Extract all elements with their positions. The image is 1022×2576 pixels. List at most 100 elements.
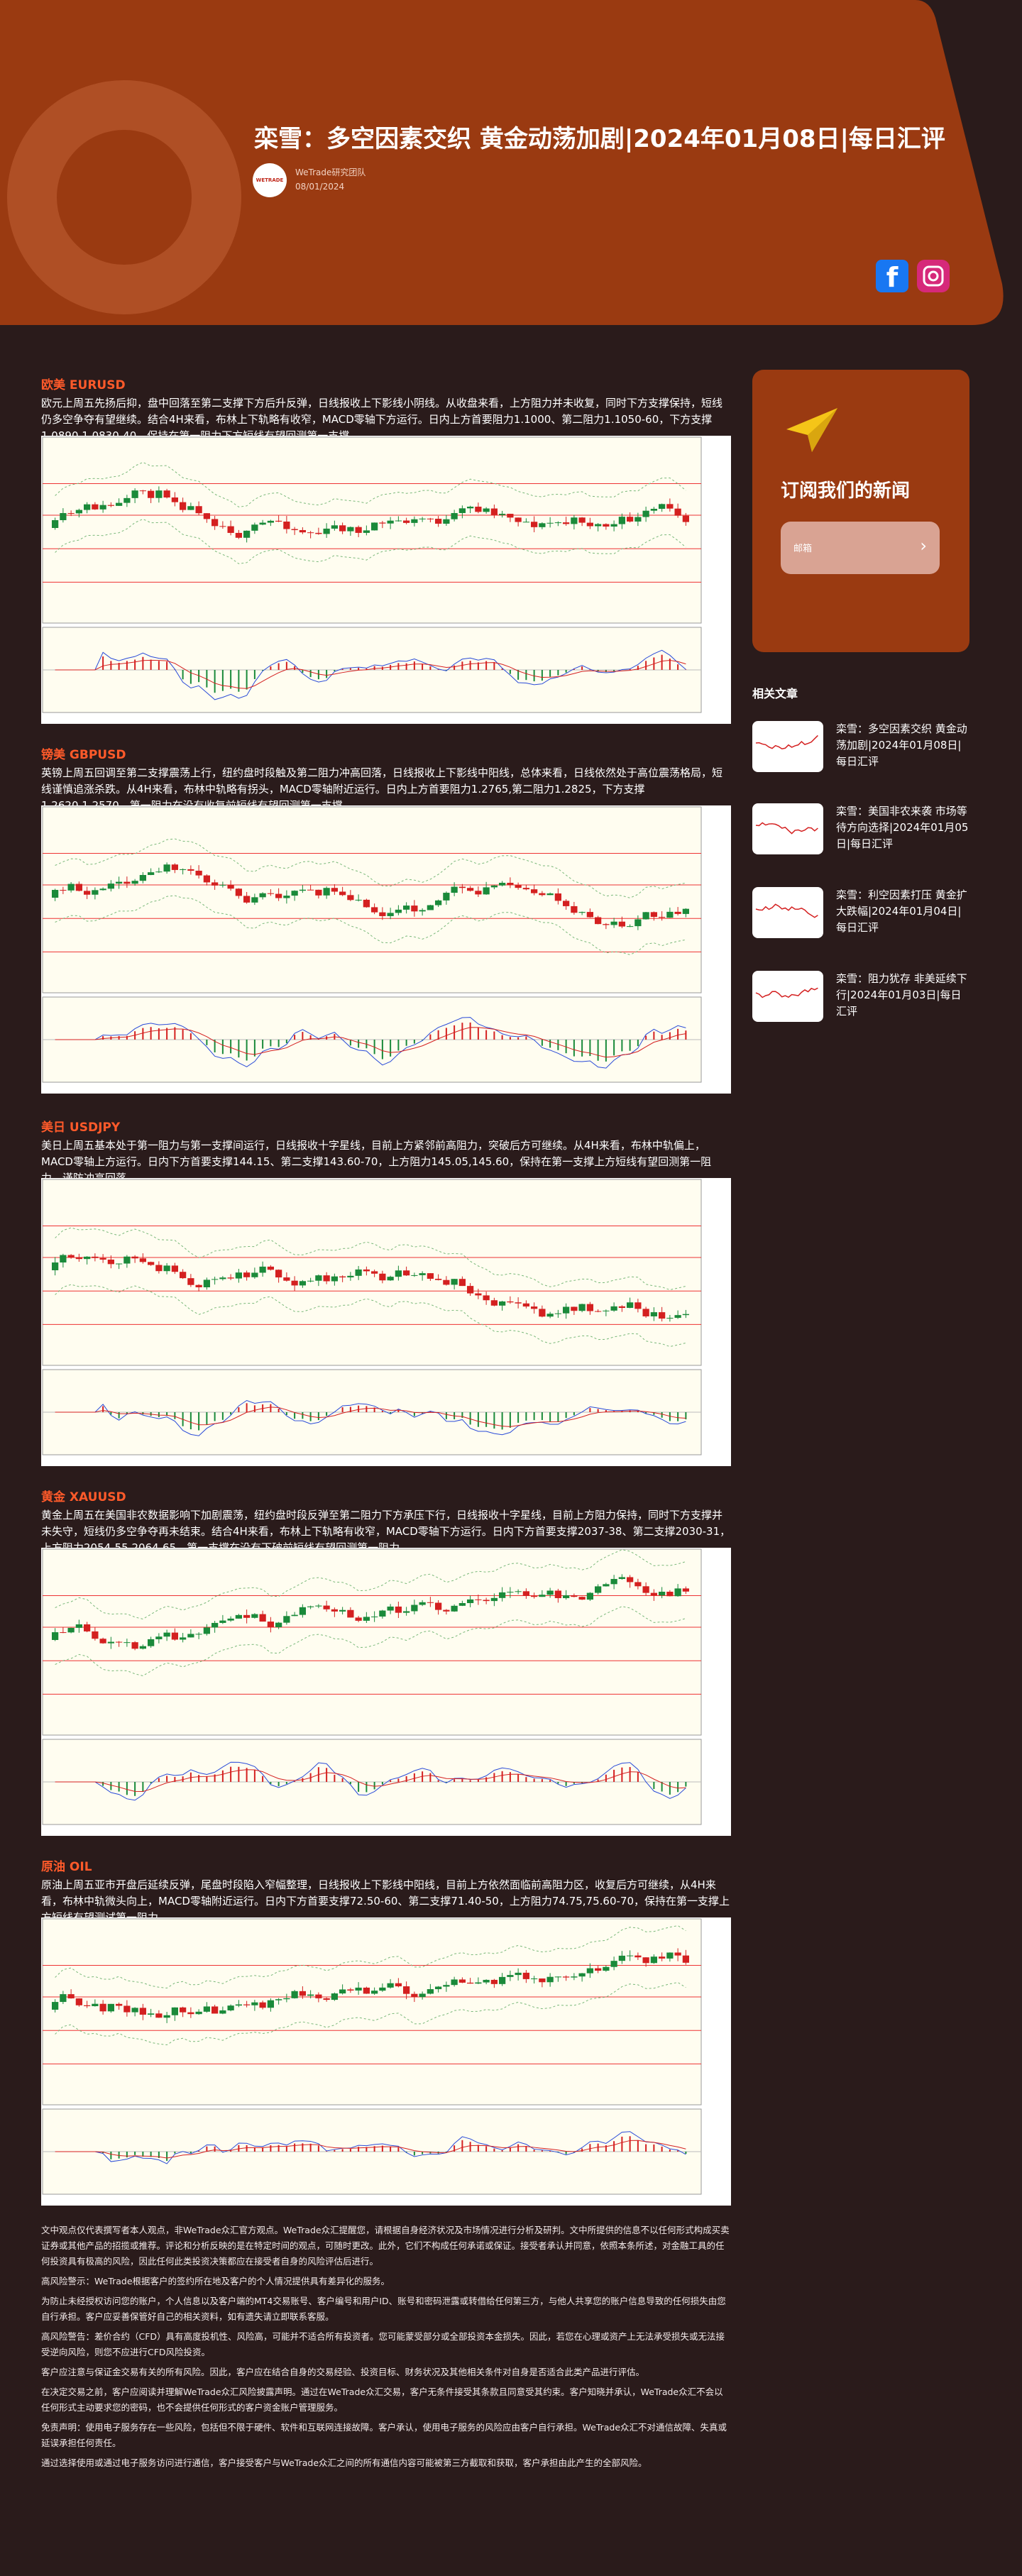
candle-body [148,872,155,875]
related-item[interactable]: 栾雪：美国非农来袭 市场等待方向选择|2024年01月05日|每日汇评 [752,803,979,857]
candle-body [259,522,266,525]
candle-body [395,909,402,913]
analysis-section: 黄金 XAUUSD 黄金上周五在美国非农数据影响下加剧震荡，纽约盘时段反弹至第二阻… [41,1487,731,1556]
facebook-icon[interactable] [876,260,908,292]
candle-body [211,2006,219,2014]
candle-body [331,525,338,529]
candle-body [499,514,506,515]
candle-body [235,1614,242,1619]
candle-body [180,502,187,510]
candle-body [171,864,178,870]
candle-body [666,504,674,509]
candle-body [363,1269,370,1272]
related-item[interactable]: 栾雪：多空因素交织 黄金动荡加剧|2024年01月08日|每日汇评 [752,721,979,775]
candle-body [411,1993,418,1998]
candle-body [99,505,106,510]
candle-body [267,1622,274,1627]
candle-body [659,1312,666,1319]
candle-body [642,1309,649,1316]
related-title-text: 栾雪：多空因素交织 黄金动荡加剧|2024年01月08日|每日汇评 [836,722,967,768]
candle-body [507,514,514,518]
candle-body [131,490,138,498]
candle-body [435,900,442,906]
candle-body [291,891,298,896]
candle-body [419,1602,426,1605]
candle-body [99,1639,106,1644]
candle-body [490,1597,498,1602]
candle-body [539,1978,546,1983]
candle-body [659,1591,666,1596]
candle-body [203,875,210,883]
candle-body [419,1993,426,1998]
related-title: 相关文章 [752,687,798,700]
candle-body [443,519,450,524]
signal-line [55,1769,686,1793]
candle-body [387,913,394,916]
candle-body [666,1952,674,1959]
candle-body [451,512,458,519]
candle-body [458,1979,466,1983]
candle-body [203,1279,210,1288]
candle-body [187,1634,194,1638]
candle-body [235,532,242,538]
email-input[interactable]: 邮箱 › [781,522,940,574]
candle-body [411,1605,418,1612]
candle-body [650,912,657,918]
candle-body [603,524,610,527]
plane-wing [786,408,837,452]
candle-body [451,1979,458,1986]
candle-body [235,2004,242,2006]
candle-body [610,1306,617,1311]
candle-body [211,1622,219,1628]
candle-body [490,1979,498,1984]
candle-body [371,1991,378,1994]
candle-body [251,897,258,903]
candle-body [531,1595,538,1597]
band-lower [55,518,686,564]
candle-body [139,1646,146,1649]
candle-body [554,893,561,901]
submit-arrow[interactable]: › [920,536,927,556]
candle-body [618,1577,625,1580]
candle-body [307,889,314,891]
candle-body [155,1265,163,1272]
candle-body [347,527,354,532]
candle-body [443,1985,450,1987]
candle-body [603,1584,610,1587]
candle-body [451,1605,458,1612]
candle-body [467,506,474,509]
candle-body [67,1255,75,1257]
candle-body [67,1627,75,1633]
candle-body [395,1270,402,1277]
author-logo: WETRADE [253,163,287,197]
candle-body [299,1281,306,1286]
candle-body [267,893,274,894]
related-thumb [752,803,823,854]
email-placeholder: 邮箱 [793,544,813,554]
section-text: 美日上周五基本处于第一阻力与第一支撑间运行，日线报收十字星线，目前上方紧邻前高阻… [41,1139,712,1184]
candle-body [291,1614,298,1617]
candle-body [650,1956,657,1964]
signal-line [55,659,686,689]
candle-body [315,1994,322,1998]
candle-body [195,2011,202,2015]
candle-body [283,521,290,529]
candle-body [291,1280,298,1286]
candle-body [211,519,219,527]
instagram-icon[interactable] [917,260,950,292]
related-item[interactable]: 栾雪：阻力犹存 非美延续下行|2024年01月03日|每日汇评 [752,971,979,1025]
candle-body [211,882,219,886]
candle-body [618,921,625,927]
related-item[interactable]: 栾雪：利空因素打压 黄金扩大跌幅|2024年01月04日|每日汇评 [752,887,979,941]
author: WeTrade研究团队 [295,167,366,177]
price-pane [42,1548,702,1736]
candle-body [522,1303,529,1307]
candle-body [52,1262,59,1270]
candle-body [563,901,570,906]
candle-body [323,888,330,896]
candle-body [578,1597,586,1600]
candle-body [139,490,146,492]
candle-body [299,1991,306,1996]
candle-body [515,1591,522,1592]
candle-body [347,1275,354,1278]
